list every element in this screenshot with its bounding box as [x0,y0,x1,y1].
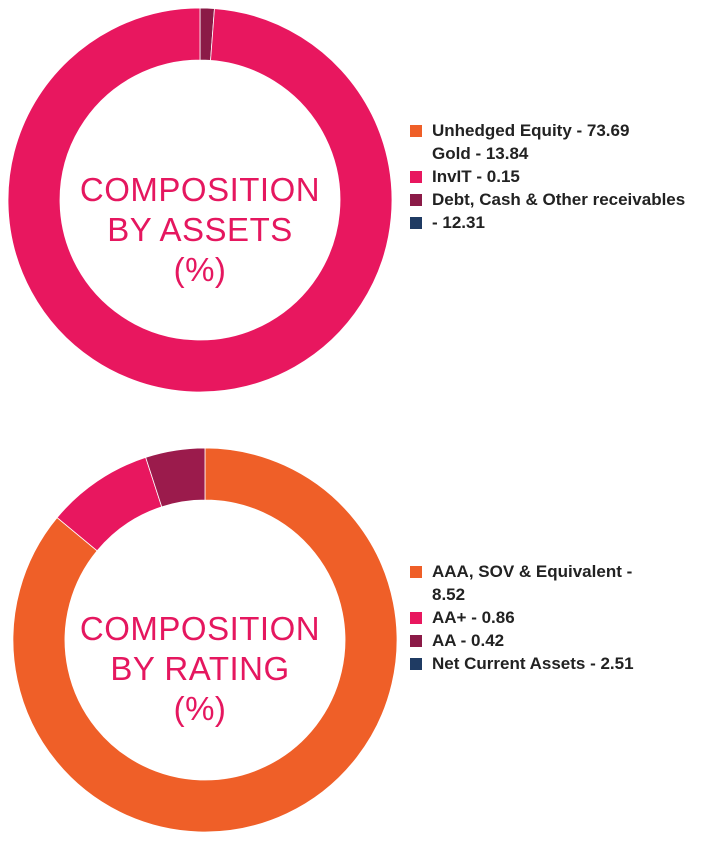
assets-title-line-1: COMPOSITION [79,171,321,208]
legend-item: - 12.31 [410,211,685,234]
donut-slice [7,7,393,393]
rating-donut [12,447,398,833]
donut-slice [12,447,398,833]
rating-title-line-2: BY RATING [110,650,290,687]
legend-label: AA - 0.42 [432,631,505,650]
legend-label: Unhedged Equity - 73.69 [432,121,630,140]
legend-label: - 12.31 [432,213,485,232]
legend-swatch [410,217,422,229]
legend-item: AAA, SOV & Equivalent - [410,560,634,583]
legend-swatch [410,194,422,206]
legend-label: Gold - 13.84 [432,144,529,163]
legend-label: AA+ - 0.86 [432,608,515,627]
legend-item: Gold - 13.84 [410,142,685,165]
legend-label: Net Current Assets - 2.51 [432,654,634,673]
donut-slice [145,447,206,508]
rating-title-line-3: (%) [173,690,227,727]
rating-legend: AAA, SOV & Equivalent - 8.52 AA+ - 0.86 AA … [410,560,634,675]
assets-legend: Unhedged Equity - 73.69 Gold - 13.84 InvIT… [410,119,685,234]
assets-title-line-3: (%) [173,251,227,288]
rating-title-line-1: COMPOSITION [79,610,321,647]
legend-label: InvIT - 0.15 [432,167,520,186]
legend-swatch [410,171,422,183]
legend-item: AA - 0.42 [410,629,634,652]
assets-donut [7,7,393,393]
legend-item: Net Current Assets - 2.51 [410,652,634,675]
legend-label: AAA, SOV & Equivalent - [432,562,633,581]
legend-item: InvIT - 0.15 [410,165,685,188]
legend-swatch [410,566,422,578]
rating-composition-chart: COMPOSITION BY RATING (%) AAA, SOV & Equ… [0,440,713,842]
legend-item: Debt, Cash & Other receivables [410,188,685,211]
legend-swatch [410,612,422,624]
legend-item: AA+ - 0.86 [410,606,634,629]
assets-center-title: COMPOSITION BY ASSETS (%) [60,170,340,290]
assets-composition-chart: COMPOSITION BY ASSETS (%) Unhedged Equit… [0,0,713,420]
legend-item: 8.52 [410,583,634,606]
legend-item: Unhedged Equity - 73.69 [410,119,685,142]
legend-swatch [410,635,422,647]
legend-label: 8.52 [432,585,466,604]
legend-swatch [410,125,422,137]
assets-title-line-2: BY ASSETS [107,211,293,248]
legend-label: Debt, Cash & Other receivables [432,190,686,209]
rating-center-title: COMPOSITION BY RATING (%) [60,609,340,729]
legend-swatch [410,658,422,670]
